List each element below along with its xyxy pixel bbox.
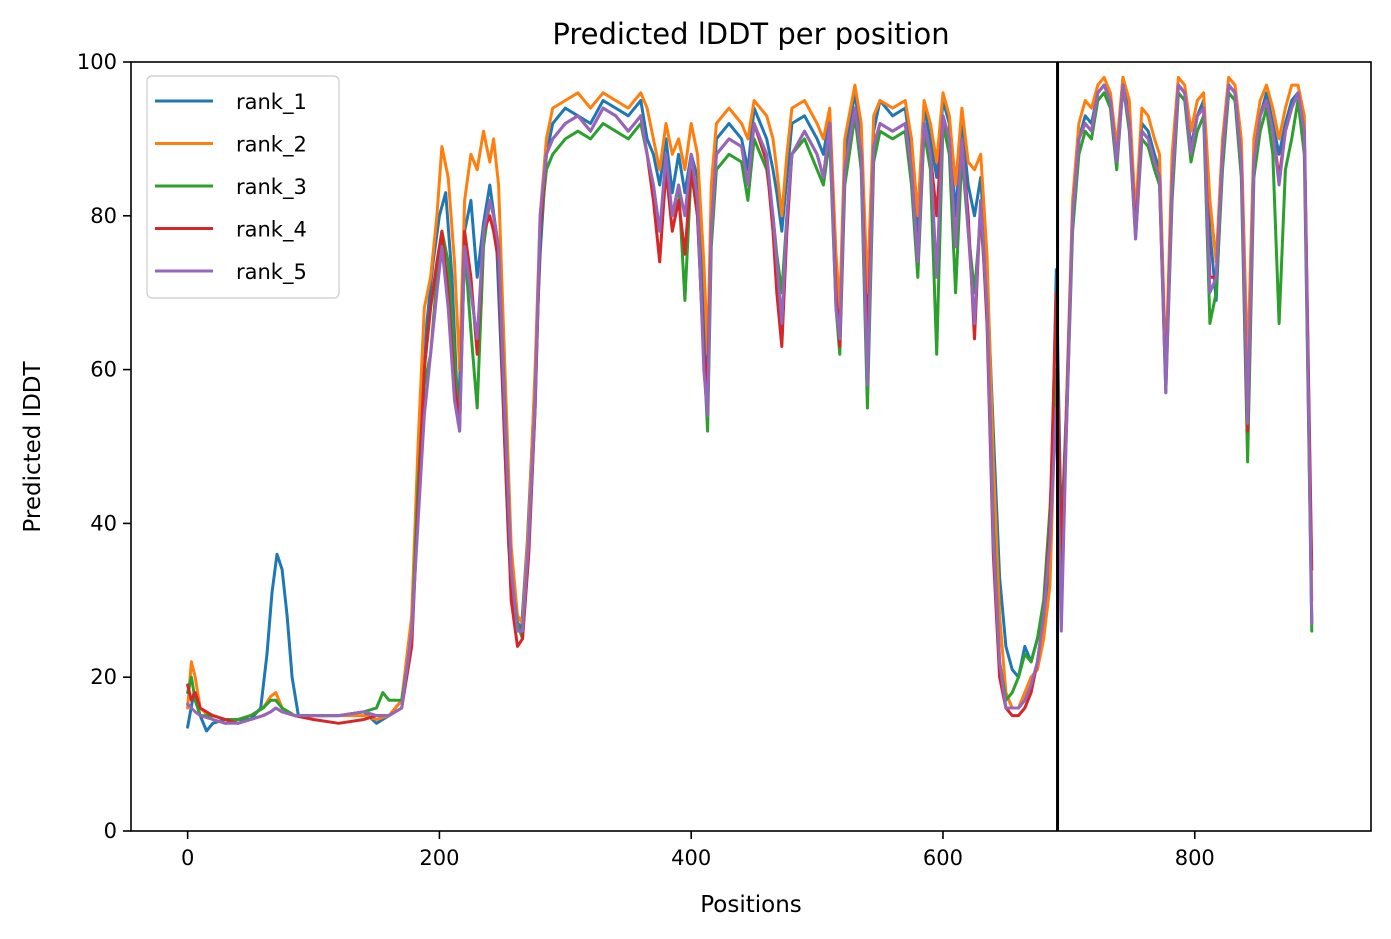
x-tick-label: 600 xyxy=(923,846,963,870)
y-tick-label: 0 xyxy=(104,819,117,843)
plot-area xyxy=(186,75,1314,733)
legend-label-rank_2: rank_2 xyxy=(236,133,307,158)
legend-label-rank_3: rank_3 xyxy=(236,175,307,200)
y-tick-label: 60 xyxy=(90,358,117,382)
legend-box xyxy=(146,75,340,299)
x-axis-label: Positions xyxy=(700,892,802,918)
y-tick-label: 100 xyxy=(77,50,117,74)
y-tick-label: 20 xyxy=(90,665,117,689)
y-axis-label: Predicted lDDT xyxy=(20,360,46,532)
series-line-rank_5 xyxy=(186,83,1314,725)
x-tick-label: 800 xyxy=(1175,846,1215,870)
series-line-rank_1 xyxy=(186,75,1314,733)
legend-label-rank_5: rank_5 xyxy=(236,260,307,285)
chart-title: Predicted lDDT per position xyxy=(552,17,949,51)
series-line-rank_2 xyxy=(186,75,1314,725)
series-line-rank_3 xyxy=(186,83,1314,721)
legend-label-rank_1: rank_1 xyxy=(236,90,307,115)
x-tick-label: 400 xyxy=(671,846,711,870)
legend: rank_1 rank_2 rank_3 rank_4 rank_5 xyxy=(146,75,340,299)
plot-frame xyxy=(130,61,1372,832)
legend-label-rank_4: rank_4 xyxy=(236,218,307,243)
y-axis-ticks: 0 20 40 60 80 100 xyxy=(77,50,131,843)
y-tick-label: 80 xyxy=(90,204,117,228)
y-tick-label: 40 xyxy=(90,511,117,535)
x-tick-label: 0 xyxy=(181,846,194,870)
x-axis-ticks: 0 200 400 600 800 xyxy=(181,831,1215,870)
x-tick-label: 200 xyxy=(419,846,459,870)
